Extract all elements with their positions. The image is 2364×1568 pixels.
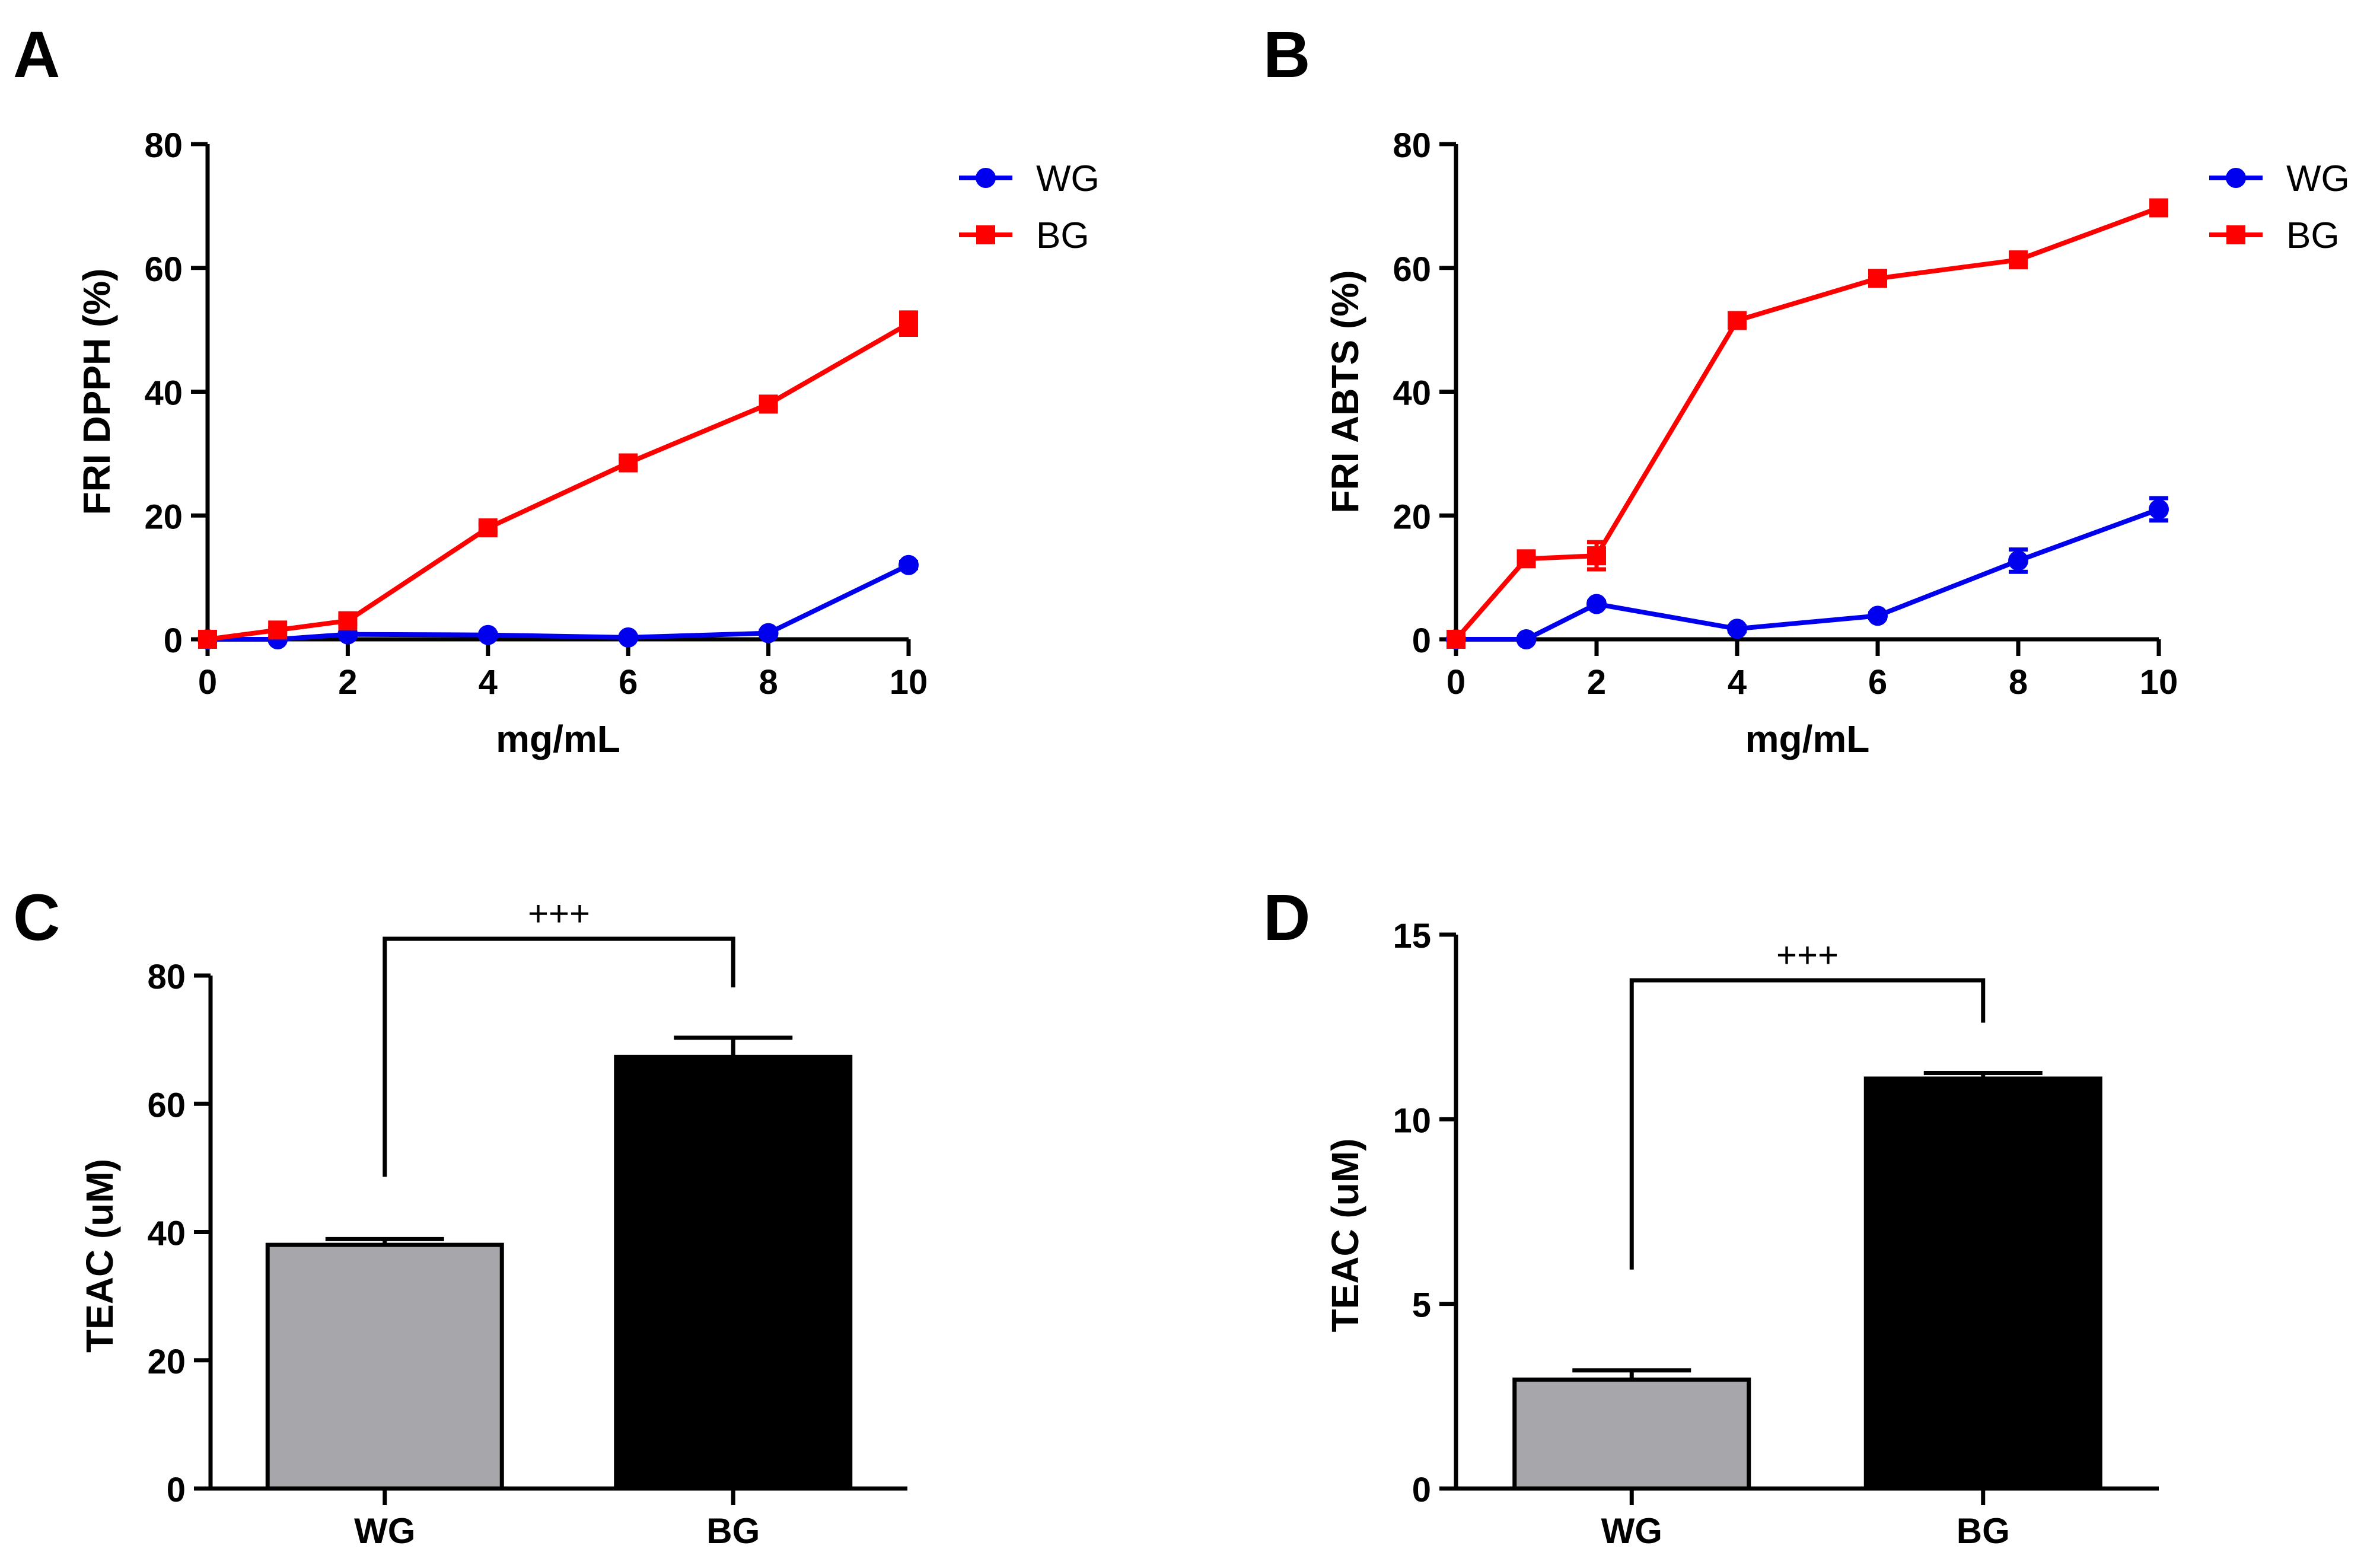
chart-b: 0 20 40 60 80 0 2 4 6 8 10 mg/mL FRI ABTS (%) WG BG [1324, 126, 2350, 760]
panel-label-b: B [1263, 18, 1310, 91]
data-point-wg-1 [1516, 629, 1537, 649]
data-point-wg-3 [1727, 619, 1747, 639]
significance-label: +++ [528, 894, 590, 933]
data-point-bg-6 [899, 314, 918, 333]
y-axis-label: TEAC (uM) [1324, 1138, 1366, 1332]
x-tick-label-bg: BG [1957, 1511, 2010, 1551]
x-tick-label-4: 4 [479, 663, 498, 702]
panel-label-d: D [1263, 881, 1310, 954]
data-point-bg-5 [759, 394, 778, 414]
x-axis-label: mg/mL [496, 718, 620, 760]
y-tick-label-15: 15 [1393, 917, 1431, 955]
y-tick-label-20: 20 [147, 1343, 186, 1381]
data-point-wg-6 [899, 554, 919, 575]
x-tick-label-wg: WG [1601, 1511, 1662, 1551]
x-tick-label-2: 2 [1587, 663, 1606, 702]
x-tick-label-0: 0 [198, 663, 217, 702]
data-point-wg-3 [477, 624, 498, 645]
bar-wg [1512, 1377, 1751, 1491]
y-tick-label-40: 40 [144, 374, 183, 413]
x-tick-label-10: 10 [2140, 663, 2178, 702]
legend-label-wg: WG [1036, 158, 1100, 199]
panel-label-c: C [13, 881, 60, 954]
legend-label-bg: BG [2286, 215, 2340, 256]
x-tick-label-6: 6 [619, 663, 638, 702]
legend-marker-bg [2226, 225, 2245, 244]
bar-bg [614, 1054, 853, 1491]
data-point-wg-4 [618, 627, 639, 648]
data-point-bg-6 [2149, 198, 2168, 218]
x-tick-label-0: 0 [1447, 663, 1465, 702]
bar-wg [265, 1242, 504, 1491]
y-tick-label-40: 40 [1393, 374, 1431, 413]
y-tick-label-20: 20 [1393, 498, 1431, 536]
y-tick-label-40: 40 [147, 1215, 186, 1253]
panel-label-a: A [13, 18, 60, 91]
y-tick-label-5: 5 [1412, 1286, 1431, 1325]
chart-c: 0 20 40 60 80 TEAC (uM) WG BG +++ [78, 894, 907, 1551]
y-axis-label: TEAC (uM) [78, 1159, 121, 1353]
chart-d: 0 5 10 15 TEAC (uM) WG BG +++ [1324, 917, 2159, 1551]
data-point-bg-5 [2009, 250, 2028, 270]
y-tick-label-20: 20 [144, 498, 183, 536]
significance-bracket [1629, 978, 1986, 1270]
x-tick-label-bg: BG [706, 1511, 760, 1551]
data-point-bg-1 [1516, 549, 1536, 569]
x-tick-label-2: 2 [338, 663, 357, 702]
bar-bg [1863, 1076, 2102, 1491]
x-tick-label-8: 8 [2009, 663, 2028, 702]
significance-bracket [383, 936, 735, 1177]
data-point-wg-2 [1586, 594, 1607, 614]
x-tick-label-8: 8 [759, 663, 778, 702]
data-point-bg-4 [619, 453, 638, 473]
chart-a: 0 20 40 60 80 0 2 4 6 8 10 mg/mL FRI DPPH (%) WG BG [75, 126, 1100, 760]
y-tick-label-60: 60 [1393, 250, 1431, 289]
y-tick-label-80: 80 [144, 126, 183, 165]
x-tick-label-4: 4 [1728, 663, 1747, 702]
legend-marker-bg [976, 225, 995, 244]
legend-label-wg: WG [2286, 158, 2350, 199]
y-tick-label-80: 80 [1393, 126, 1431, 165]
y-axis-label: FRI DPPH (%) [75, 269, 118, 515]
data-point-wg-5 [758, 623, 779, 643]
y-tick-label-10: 10 [1393, 1101, 1431, 1140]
legend-label-bg: BG [1036, 215, 1089, 256]
data-point-bg-0 [198, 630, 217, 649]
y-tick-label-60: 60 [147, 1086, 186, 1124]
significance-label: +++ [1776, 935, 1839, 975]
x-tick-label-6: 6 [1868, 663, 1887, 702]
y-tick-label-0: 0 [167, 1471, 186, 1509]
data-point-bg-0 [1447, 630, 1465, 649]
x-axis-label: mg/mL [1745, 718, 1870, 760]
y-tick-label-0: 0 [1412, 1471, 1431, 1509]
legend-marker-wg [976, 168, 996, 188]
data-point-bg-3 [478, 518, 498, 538]
data-point-bg-3 [1728, 311, 1747, 330]
x-tick-label-10: 10 [890, 663, 928, 702]
y-axis-label: FRI ABTS (%) [1324, 270, 1366, 513]
data-point-bg-4 [1868, 269, 1887, 288]
y-tick-label-60: 60 [144, 250, 183, 289]
data-point-bg-1 [268, 620, 288, 640]
y-tick-label-0: 0 [164, 622, 183, 660]
data-point-bg-2 [338, 611, 358, 630]
data-point-wg-5 [2008, 550, 2028, 571]
data-point-wg-4 [1868, 605, 1888, 626]
y-tick-label-0: 0 [1412, 622, 1431, 660]
legend-marker-wg [2226, 168, 2246, 188]
data-point-bg-2 [1587, 546, 1606, 566]
y-tick-label-80: 80 [147, 958, 186, 996]
data-point-wg-6 [2149, 499, 2169, 520]
x-tick-label-wg: WG [354, 1511, 415, 1551]
